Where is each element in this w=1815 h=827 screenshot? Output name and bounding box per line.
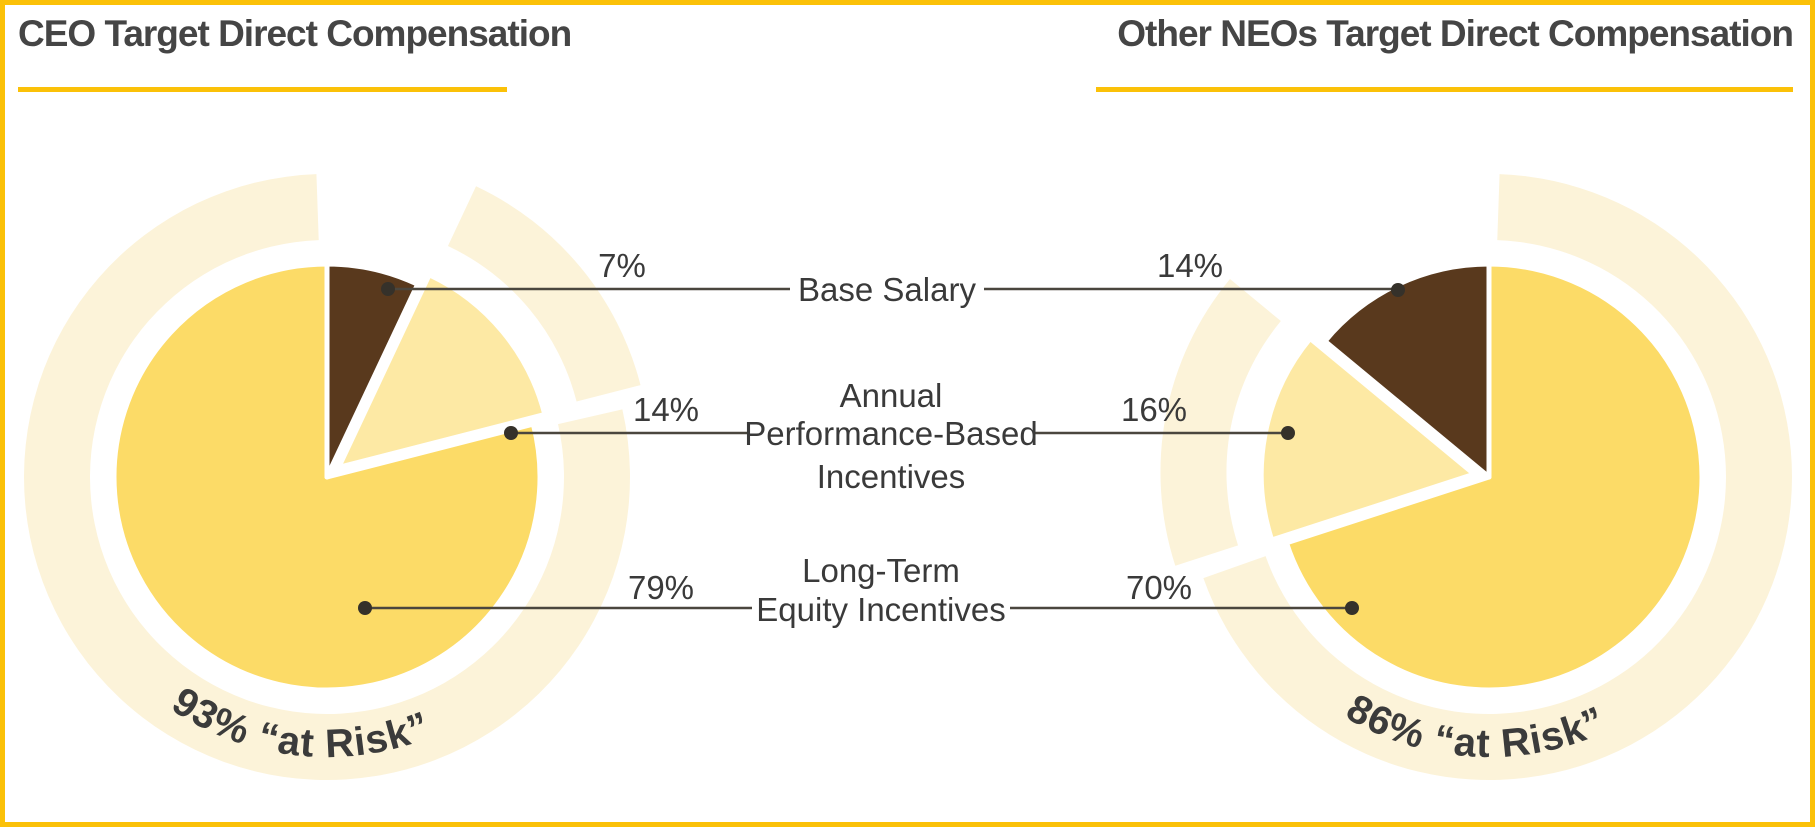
leader-dot-annual-right xyxy=(1281,426,1295,440)
neo-pie-slice-1 xyxy=(1258,335,1477,543)
ceo-pie xyxy=(23,174,641,780)
leader-dot-base-salary-right xyxy=(1391,283,1405,297)
neo-long-term-pct: 70% xyxy=(1126,569,1192,606)
equity-label-line1: Long-Term xyxy=(802,552,960,589)
leader-dot-base-salary-left xyxy=(381,282,395,296)
neo-annual-pct: 16% xyxy=(1121,391,1187,428)
ceo-pie-slice-1 xyxy=(336,272,548,470)
annual-label-line1: Annual xyxy=(840,377,943,414)
neo-pie xyxy=(1160,174,1792,780)
base-salary-label: Base Salary xyxy=(798,271,976,308)
right-title-underline xyxy=(1096,87,1793,92)
pies-layer xyxy=(23,174,1792,780)
neo-base-salary-pct: 14% xyxy=(1157,247,1223,284)
ceo-long-term-pct: 79% xyxy=(628,569,694,606)
neo-pie-slice-2 xyxy=(1283,261,1705,693)
left-title-underline xyxy=(18,87,507,92)
ceo-pie-at-risk-ring-exploded xyxy=(447,186,641,402)
neo-pie-at-risk-ring-exploded xyxy=(1160,278,1281,566)
ceo-base-salary-pct: 7% xyxy=(598,247,646,284)
annual-label-line3: Incentives xyxy=(817,458,966,495)
left-chart-title: CEO Target Direct Compensation xyxy=(18,13,571,54)
ceo-annual-pct: 14% xyxy=(633,391,699,428)
leader-dot-equity-right xyxy=(1345,601,1359,615)
right-chart-title: Other NEOs Target Direct Compensation xyxy=(1117,13,1793,54)
annual-label-line2: Performance-Based xyxy=(744,415,1037,452)
equity-label-line2: Equity Incentives xyxy=(756,591,1005,628)
leader-dot-equity-left xyxy=(358,601,372,615)
leader-dot-annual-left xyxy=(504,426,518,440)
ceo-pie-slice-0 xyxy=(324,261,421,480)
